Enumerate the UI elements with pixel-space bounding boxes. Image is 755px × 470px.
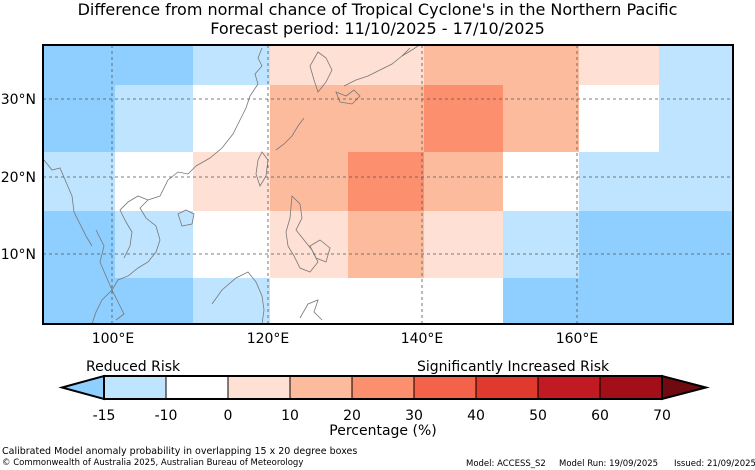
cell — [115, 152, 193, 211]
colorbar-segment — [104, 376, 166, 399]
cell — [503, 278, 733, 324]
footer-model-run: Model Run: 19/09/2025 — [559, 459, 659, 469]
coastlines — [43, 45, 419, 325]
cell — [579, 45, 659, 85]
cell — [193, 211, 270, 278]
colorbar-tick-label: 40 — [467, 408, 485, 424]
cell — [503, 152, 579, 211]
footer-copyright: © Commonwealth of Australia 2025, Austra… — [2, 458, 304, 468]
colorbar-tick-label: 50 — [529, 408, 547, 424]
lon-axis: 100°E 120°E 140°E 160°E — [92, 331, 599, 347]
cell — [503, 211, 579, 278]
lat-label: 10°N — [1, 247, 36, 263]
cell — [270, 85, 424, 152]
colorbar-segment — [414, 376, 476, 399]
lon-label: 120°E — [247, 331, 290, 347]
cell — [659, 45, 733, 85]
cell — [424, 85, 503, 152]
colorbar-tick-label: -15 — [93, 408, 116, 424]
cell — [503, 85, 579, 152]
lat-label: 30°N — [1, 92, 36, 108]
cell — [270, 278, 503, 324]
map-frame — [42, 44, 734, 325]
cell — [43, 152, 115, 211]
cell — [115, 211, 193, 278]
map-title: Difference from normal chance of Tropica… — [77, 0, 678, 19]
colorbar-tick-label: 30 — [405, 408, 423, 424]
lon-label: 160°E — [556, 331, 599, 347]
colorbar-segment — [600, 376, 662, 399]
colorbar-extension-high — [661, 374, 710, 401]
cell — [579, 85, 659, 152]
footer-description: Calibrated Model anomaly probability in … — [2, 446, 358, 457]
cell — [193, 85, 270, 152]
colorbar-frame — [103, 375, 663, 400]
cell — [270, 45, 424, 85]
cell — [43, 45, 193, 85]
cell — [270, 152, 348, 211]
colorbar-segment — [290, 376, 352, 399]
reduced-risk-label: Reduced Risk — [86, 359, 181, 375]
cell — [43, 211, 115, 278]
colorbar-tick-label: 10 — [281, 408, 299, 424]
colorbar-extension-low — [58, 374, 105, 401]
colorbar-segment — [352, 376, 414, 399]
cell — [43, 85, 115, 152]
cell — [424, 211, 503, 278]
colorbar-segment — [538, 376, 600, 399]
forecast-period: Forecast period: 11/10/2025 - 17/10/2025 — [210, 19, 545, 38]
colorbar-tick-label: 20 — [343, 408, 361, 424]
cell — [579, 211, 733, 278]
increased-risk-label: Significantly Increased Risk — [417, 359, 610, 375]
footer-issued: Issued: 21/09/2025 — [674, 459, 755, 469]
cell — [579, 152, 733, 211]
cell — [43, 278, 193, 324]
colorbar-tick-label: 70 — [653, 408, 671, 424]
colorbar-tick-label: -10 — [155, 408, 178, 424]
colorbar-tick-label: 60 — [591, 408, 609, 424]
cell — [424, 45, 579, 85]
lat-axis: 30°N 20°N 10°N — [1, 92, 36, 263]
cell — [193, 278, 270, 324]
colorbar-segment — [166, 376, 228, 399]
cell — [659, 85, 733, 152]
lon-label: 100°E — [92, 331, 135, 347]
cell — [424, 152, 503, 211]
lat-label: 20°N — [1, 170, 36, 186]
colorbar-segment — [476, 376, 538, 399]
anomaly-cells — [43, 45, 733, 324]
lon-label: 140°E — [401, 331, 444, 347]
colorbar: Reduced Risk Significantly Increased Ris… — [58, 359, 710, 439]
footer-model: Model: ACCESS_S2 — [466, 459, 546, 469]
colorbar-segment — [228, 376, 290, 399]
colorbar-xlabel: Percentage (%) — [329, 423, 436, 439]
cell — [348, 152, 424, 211]
graticule — [43, 45, 733, 324]
cell — [115, 85, 193, 152]
cell — [270, 211, 348, 278]
colorbar-tick-label: 0 — [224, 408, 233, 424]
cell — [193, 45, 270, 85]
cell — [193, 152, 270, 211]
cell — [348, 211, 424, 278]
